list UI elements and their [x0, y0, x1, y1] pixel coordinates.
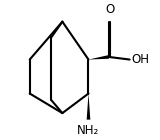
Text: OH: OH [131, 53, 149, 66]
Text: NH₂: NH₂ [77, 124, 100, 136]
Polygon shape [88, 55, 109, 60]
Polygon shape [87, 94, 90, 120]
Text: O: O [105, 4, 114, 16]
